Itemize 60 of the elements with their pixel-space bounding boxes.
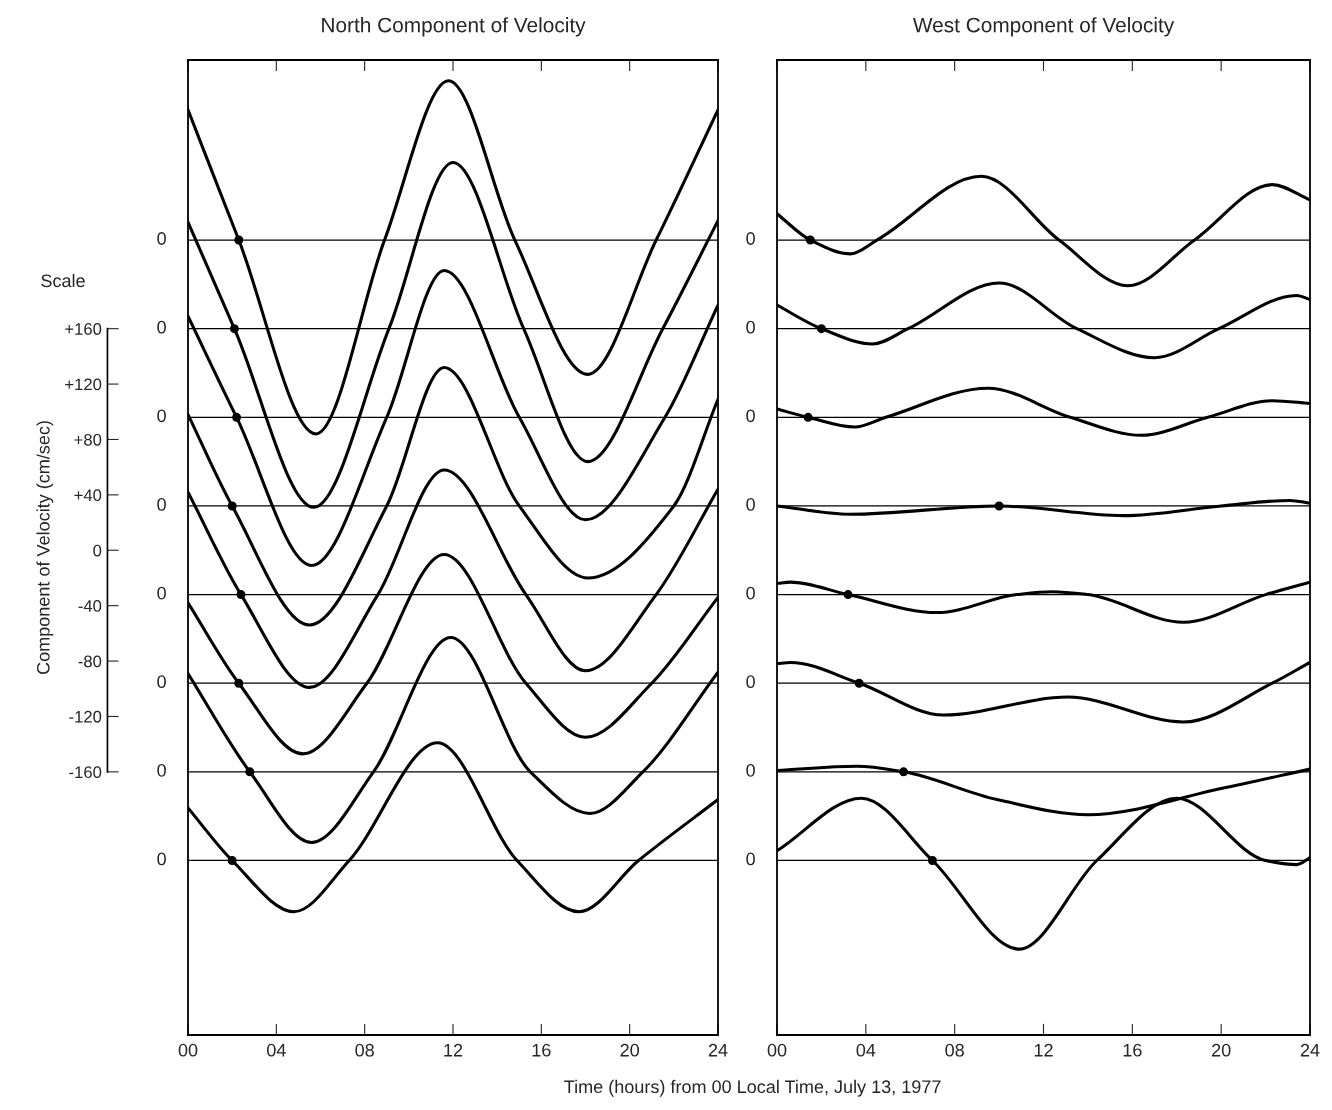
text: 0 [746,586,755,600]
text: 0 [746,675,755,689]
y-axis-title: Component of Velocity (cm/sec) [36,421,54,675]
text: 0 [746,852,755,866]
x-tick-label: 00 [767,1043,787,1057]
y-tick-label: +160 [65,323,102,335]
text: Scale [41,273,85,288]
point [234,235,244,245]
y-tick-label: -160 [69,766,102,779]
text: 0 [746,409,755,423]
point [899,767,909,777]
x-tick-label: 20 [1212,1043,1231,1057]
y-tick-label: +120 [65,378,102,391]
point [229,324,239,334]
point [854,678,864,688]
text: 0 [746,320,755,334]
point [227,501,237,511]
y-tick-label: +80 [74,433,102,446]
text: 0 [157,763,166,777]
point [927,855,937,865]
x-tick-label: 04 [267,1043,286,1057]
y-tick-label: -80 [78,655,102,668]
text: 0 [746,232,755,245]
x-tick-label: 08 [355,1043,374,1057]
point [843,590,853,600]
y-tick-label: +40 [74,489,102,502]
y-tick-label: -40 [78,600,102,612]
text: 0 [746,763,755,777]
y-tick-label: -120 [69,710,102,723]
point [245,767,255,777]
point [816,324,826,334]
x-tick-label: 12 [444,1043,463,1057]
x-tick-label: 08 [945,1043,964,1057]
x-tick-label: 20 [620,1043,639,1057]
point [227,855,237,865]
x-tick-label: 24 [708,1043,728,1057]
point [232,412,242,422]
point [236,590,246,600]
point [234,678,244,688]
text: 0 [746,498,755,511]
text: 0 [157,232,166,245]
point [803,412,813,422]
point [994,501,1004,511]
text: 0 [157,586,166,600]
x-axis-title: Time (hours) from 00 Local Time, July 13, 1977 [564,1079,941,1097]
x-tick-label: 00 [178,1043,198,1057]
x-tick-label: 16 [532,1043,551,1057]
x-tick-label: 12 [1034,1043,1053,1057]
x-tick-label: 24 [1300,1043,1320,1057]
text: 0 [157,852,166,866]
text: 0 [157,320,166,334]
text: 0 [157,675,166,689]
x-tick-label: 04 [856,1043,876,1057]
text: 0 [157,498,166,511]
text: 0 [157,409,166,423]
point [805,235,815,245]
y-tick-label: 0 [93,544,102,557]
x-tick-label: 16 [1123,1043,1142,1057]
chart-title: West Component of Velocity [912,17,1175,37]
chart-title: North Component of Velocity [322,17,586,37]
